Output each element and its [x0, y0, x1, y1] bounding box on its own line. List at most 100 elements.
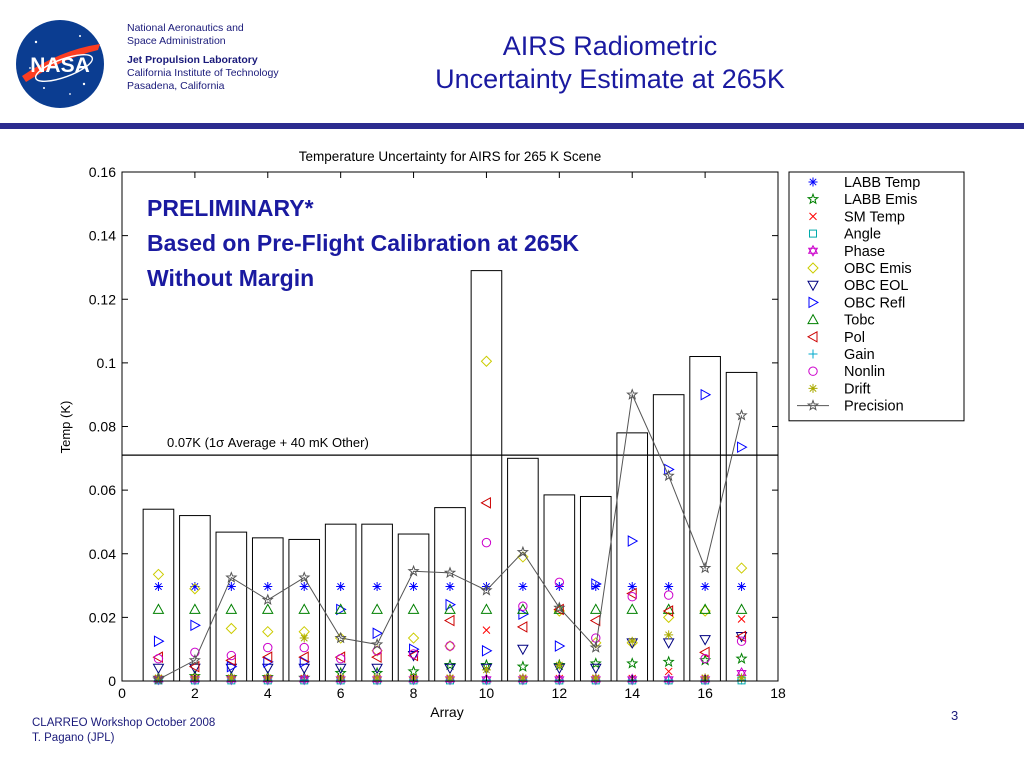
point-tobc-1 [152, 603, 165, 614]
point-pol-2 [188, 660, 200, 673]
y-tick-label-0: 0 [108, 673, 116, 689]
y-tick-label-0.12: 0.12 [89, 291, 116, 307]
bar-array-5 [288, 538, 321, 682]
point-obc-emis-17 [735, 562, 748, 574]
jpl-line: Jet Propulsion Laboratory [127, 54, 258, 66]
point-precision-10 [480, 583, 493, 596]
point-labb-temp-14 [627, 582, 637, 592]
slide-footer: CLARREO Workshop October 2008 T. Pagano … [32, 716, 215, 746]
point-nonlin-1 [153, 654, 164, 664]
x-tick-label-16: 16 [697, 685, 713, 701]
legend-label-labb-temp: LABB Temp [844, 175, 920, 191]
point-sm-temp-15 [664, 667, 673, 676]
point-obc-refl-16 [700, 388, 712, 401]
point-tobc-14 [626, 603, 639, 614]
point-tobc-6 [334, 603, 347, 614]
legend-label-labb-emis: LABB Emis [844, 192, 917, 208]
preliminary-line-2: Based on Pre-Flight Calibration at 265K [147, 230, 579, 256]
page-number: 3 [951, 708, 959, 723]
legend-box [788, 171, 965, 422]
point-nonlin-5 [299, 642, 309, 653]
point-sm-temp-10 [482, 626, 491, 634]
point-obc-refl-12 [554, 640, 566, 652]
y-tick-label-0.16: 0.16 [89, 164, 116, 180]
point-precision-14 [626, 388, 639, 400]
org-line-1: National Aeronautics and [127, 22, 244, 34]
point-nonlin-3 [226, 650, 237, 661]
preliminary-line-3: Without Margin [147, 265, 315, 291]
point-nonlin-14 [627, 591, 637, 602]
point-labb-emis-13 [589, 657, 602, 669]
point-obc-emis-3 [225, 622, 238, 635]
point-drift-15 [664, 630, 674, 640]
point-labb-emis-15 [662, 655, 675, 668]
legend-marker-precision [806, 399, 820, 411]
point-precision-13 [589, 641, 602, 653]
point-precision-2 [188, 653, 201, 666]
point-nonlin-9 [445, 641, 455, 651]
legend-label-precision: Precision [844, 399, 904, 415]
bar-array-11 [507, 457, 539, 682]
point-drift-17 [737, 673, 747, 683]
point-drift-1 [153, 673, 163, 683]
point-precision-6 [334, 631, 347, 644]
point-nonlin-15 [663, 590, 674, 600]
point-obc-refl-6 [336, 603, 347, 616]
bar-array-9 [434, 507, 466, 682]
slide-title-line-1: AIRS Radiometric [502, 31, 718, 61]
point-obc-refl-5 [299, 656, 311, 668]
point-nonlin-6 [335, 654, 346, 664]
point-obc-emis-9 [444, 640, 456, 652]
series-obc-refl [153, 388, 748, 673]
bar-array-3 [215, 531, 248, 682]
legend-label-drift: Drift [844, 381, 871, 397]
point-pol-17 [735, 630, 747, 643]
point-nonlin-11 [518, 601, 528, 611]
logo-wordmark: NASA [30, 54, 90, 77]
org-line-2: Space Administration [127, 35, 226, 47]
legend-marker-angle [809, 229, 817, 238]
bar-array-10 [470, 270, 503, 682]
legend-label-obc-refl: OBC Refl [844, 295, 905, 311]
point-pol-9 [443, 614, 455, 627]
legend-marker-pol [806, 330, 818, 343]
point-drift-13 [591, 673, 601, 683]
point-tobc-13 [589, 603, 602, 614]
point-labb-emis-17 [735, 652, 748, 664]
point-precision-5 [298, 571, 311, 583]
y-tick-label-0.14: 0.14 [89, 228, 116, 244]
point-obc-eol-17 [735, 631, 748, 643]
point-labb-emis-14 [626, 657, 639, 669]
x-tick-label-18: 18 [770, 685, 786, 701]
point-pol-14 [626, 587, 637, 600]
bar-array-17 [725, 371, 758, 682]
legend-marker-phase [807, 244, 819, 257]
point-labb-temp-2 [190, 582, 200, 592]
y-tick-label-0.04: 0.04 [89, 546, 116, 562]
point-tobc-5 [298, 603, 311, 614]
slide-title-line-2: Uncertainty Estimate at 265K [435, 64, 785, 94]
point-labb-temp-4 [263, 582, 273, 592]
point-labb-temp-7 [372, 582, 382, 592]
caltech-line: California Institute of Technology [127, 67, 279, 79]
point-precision-9 [443, 566, 457, 579]
point-precision-8 [407, 564, 420, 577]
point-precision-4 [261, 593, 274, 606]
point-tobc-3 [225, 603, 238, 614]
point-nonlin-12 [554, 577, 565, 588]
legend-label-sm-temp: SM Temp [844, 209, 905, 225]
city-line: Pasadena, California [127, 80, 225, 92]
point-obc-refl-11 [518, 608, 529, 621]
series-tobc [152, 603, 748, 614]
series-precision [152, 388, 748, 685]
point-pol-5 [298, 651, 309, 663]
point-precision-3 [225, 571, 238, 583]
legend-marker-gain [808, 349, 818, 359]
point-labb-temp-9 [445, 582, 455, 592]
point-tobc-16 [699, 603, 711, 614]
y-tick-label-0.08: 0.08 [89, 419, 116, 435]
precision-line [158, 392, 743, 680]
point-tobc-2 [189, 603, 201, 614]
footer-line-1: CLARREO Workshop October 2008 [32, 717, 216, 729]
point-precision-11 [516, 545, 529, 558]
